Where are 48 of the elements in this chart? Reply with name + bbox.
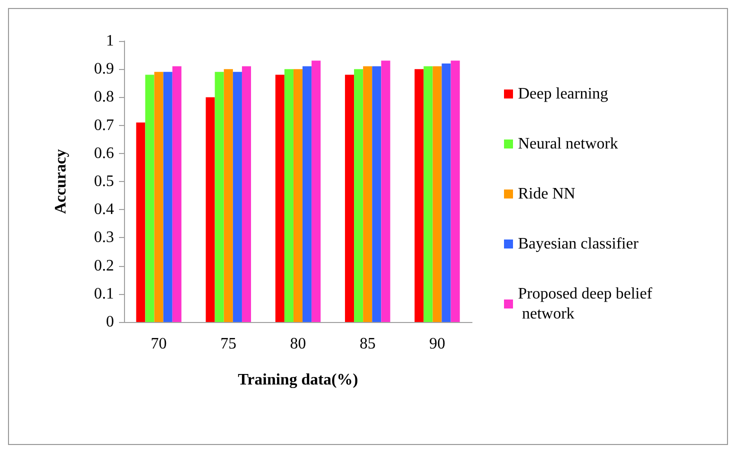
bar: [363, 66, 372, 322]
y-tick-label: 0.5: [94, 173, 114, 190]
x-tick-label: 70: [150, 336, 167, 352]
y-tick-label: 0.4: [94, 201, 114, 218]
bar: [232, 72, 242, 322]
y-tick-label: 0.7: [94, 116, 114, 134]
y-tick-label: 0.6: [94, 144, 114, 162]
bar: [145, 74, 154, 322]
bar: [275, 74, 284, 322]
y-tick-label: 0.1: [94, 285, 114, 302]
bar: [381, 60, 390, 322]
bar: [312, 60, 321, 322]
x-tick-label: 75: [220, 336, 236, 352]
y-tick-label: 0.2: [94, 257, 114, 274]
bar: [163, 72, 172, 322]
legend-label: Bayesian classifier: [518, 236, 640, 252]
y-axis-title: Accuracy: [52, 149, 70, 214]
bar: [293, 69, 303, 322]
y-tick-label: 1: [106, 32, 114, 50]
bar: [344, 74, 354, 322]
legend-label: Ride NN: [518, 186, 576, 202]
bar: [372, 66, 382, 322]
bar: [224, 69, 233, 322]
bar: [414, 69, 424, 322]
bar: [432, 66, 442, 322]
bar: [136, 122, 146, 322]
y-tick-label: 0.3: [94, 229, 114, 246]
y-tick-label: 0.8: [94, 88, 114, 106]
x-tick-label: 85: [360, 336, 376, 352]
bar: [424, 66, 433, 322]
y-tick-label: 0: [106, 314, 114, 330]
x-axis-title: Training data(%): [238, 372, 358, 388]
legend-label: Deep learning: [518, 86, 608, 102]
bar: [242, 66, 252, 322]
bar: [442, 63, 451, 322]
bar: [214, 72, 224, 322]
bar: [284, 69, 294, 322]
y-tick-label: 0.9: [94, 60, 114, 78]
bar: [172, 66, 182, 322]
x-tick-label: 90: [429, 336, 446, 352]
bar: [154, 72, 164, 322]
bar: [354, 69, 364, 322]
legend-label: Proposed deep belief network: [518, 286, 653, 322]
bar: [302, 66, 312, 322]
legend-label: Neural network: [518, 136, 618, 152]
bar: [206, 97, 215, 322]
x-tick-label: 80: [290, 336, 306, 352]
bar: [450, 60, 460, 322]
